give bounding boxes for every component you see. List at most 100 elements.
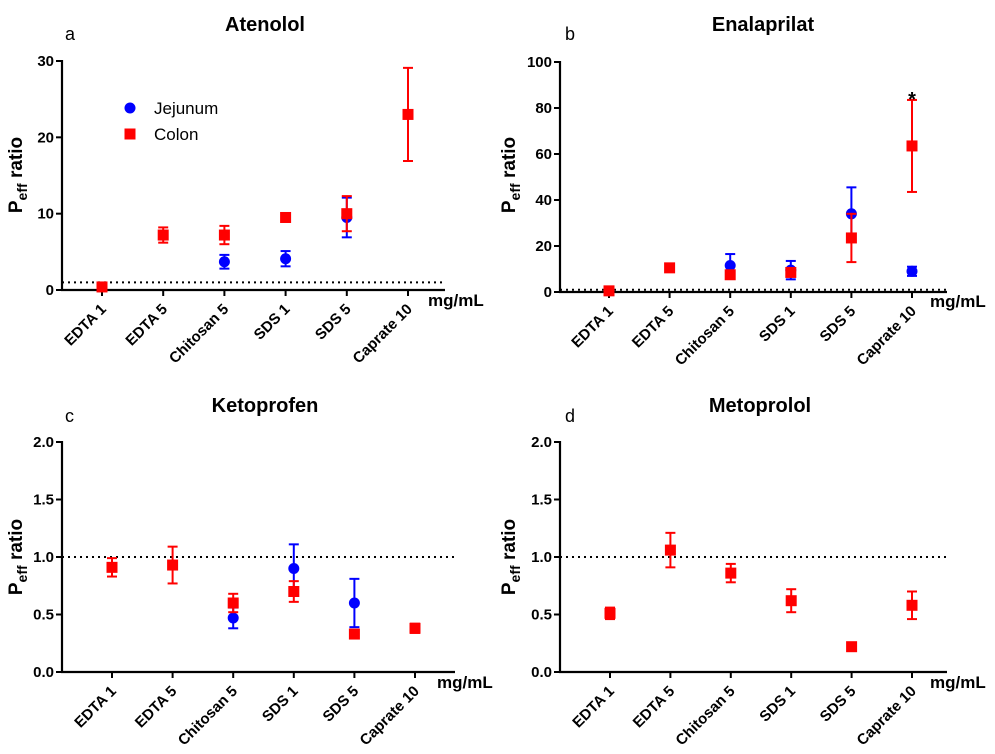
x-unit-label: mg/mL bbox=[930, 673, 986, 692]
data-point bbox=[845, 232, 857, 244]
data-point bbox=[664, 544, 676, 556]
x-tick-label: EDTA 1 bbox=[569, 683, 618, 732]
data-point bbox=[785, 595, 797, 607]
panel-a: Atenolol a Peff ratio 0 10 20 30 EDTA 1 EDTA 5Ch… bbox=[6, 14, 484, 367]
series-colon bbox=[603, 98, 918, 297]
x-tick-label: SDS 5 bbox=[817, 303, 860, 346]
y-tick-label: 10 bbox=[37, 206, 54, 223]
data-point bbox=[227, 597, 239, 609]
y-axis-label-rest: ratio bbox=[6, 519, 27, 565]
y-tick-label: 0.0 bbox=[531, 664, 552, 681]
x-tick-label: Chitosan 5 bbox=[175, 683, 241, 749]
y-tick-label: 2.0 bbox=[531, 434, 552, 451]
x-tick-label: SDS 5 bbox=[312, 301, 355, 344]
y-axis-label: Peff ratio bbox=[6, 137, 30, 213]
data-point bbox=[409, 622, 421, 634]
data-point bbox=[288, 563, 300, 574]
series-jejunum bbox=[724, 186, 918, 281]
y-tick-label: 20 bbox=[37, 129, 54, 146]
x-tick-label: Caprate 10 bbox=[357, 683, 423, 749]
data-point bbox=[724, 260, 736, 272]
legend-label: Jejunum bbox=[154, 99, 218, 118]
y-axis-label-main: P bbox=[499, 582, 520, 595]
series-colon bbox=[604, 531, 918, 653]
y-tick-label: 0.5 bbox=[33, 607, 54, 624]
data-point bbox=[846, 641, 858, 653]
data-point bbox=[664, 262, 676, 274]
x-unit-label: mg/mL bbox=[437, 673, 493, 692]
data-point bbox=[106, 561, 118, 573]
x-tick-label: SDS 1 bbox=[259, 683, 302, 726]
data-point bbox=[218, 229, 230, 241]
data-point bbox=[341, 208, 353, 220]
y-axis-label: Peff ratio bbox=[499, 519, 523, 595]
data-point bbox=[906, 265, 918, 277]
panel-letter: d bbox=[565, 406, 575, 426]
panel-letter: c bbox=[65, 406, 74, 426]
panel-letter: b bbox=[565, 24, 575, 44]
y-axis-label-sub: eff bbox=[507, 183, 523, 200]
significance-marker: * bbox=[908, 89, 916, 111]
data-point bbox=[280, 253, 292, 265]
x-tick-label: EDTA 5 bbox=[629, 303, 678, 352]
y-axis-label-rest: ratio bbox=[6, 137, 27, 183]
data-point bbox=[227, 612, 239, 624]
y-axis-label-sub: eff bbox=[507, 565, 523, 582]
x-tick-label: Caprate 10 bbox=[854, 683, 920, 749]
y-tick-label: 30 bbox=[37, 53, 54, 70]
x-tick-label: SDS 1 bbox=[756, 303, 799, 346]
y-tick-label: 100 bbox=[527, 54, 552, 71]
panel-c: Ketoprofen c Peff ratio 0.0 0.5 1.0 1.5 2.0 EDTA… bbox=[6, 395, 493, 749]
y-tick-label: 20 bbox=[535, 238, 552, 255]
x-tick-label: Chitosan 5 bbox=[166, 301, 232, 367]
x-tick-label: EDTA 5 bbox=[122, 301, 171, 350]
y-tick-label: 0.5 bbox=[531, 607, 552, 624]
y-tick-label: 1.5 bbox=[33, 492, 54, 509]
panel-d: Metoprolol d Peff ratio 0.0 0.5 1.0 1.5 2.0 EDTA… bbox=[499, 395, 986, 749]
y-tick-label: 2.0 bbox=[33, 434, 54, 451]
y-axis-label-sub: eff bbox=[14, 183, 30, 200]
data-point bbox=[725, 567, 737, 579]
x-tick-label: SDS 1 bbox=[251, 301, 294, 344]
x-tick-label: EDTA 1 bbox=[568, 303, 617, 352]
legend-marker-jejunum bbox=[124, 102, 136, 114]
data-point bbox=[906, 599, 918, 611]
y-axis-label-main: P bbox=[6, 200, 27, 213]
x-tick-label: SDS 5 bbox=[817, 683, 860, 726]
data-point bbox=[96, 281, 108, 293]
x-unit-label: mg/mL bbox=[428, 291, 484, 310]
y-tick-label: 1.0 bbox=[33, 549, 54, 566]
series-jejunum bbox=[218, 196, 353, 270]
data-point bbox=[402, 108, 414, 120]
data-point bbox=[288, 586, 300, 597]
data-point bbox=[348, 597, 360, 609]
y-tick-label: 80 bbox=[535, 100, 552, 117]
data-point bbox=[604, 607, 616, 619]
series-colon bbox=[96, 66, 414, 293]
x-tick-label: EDTA 1 bbox=[71, 683, 120, 732]
y-tick-label: 40 bbox=[535, 192, 552, 209]
data-point bbox=[218, 256, 230, 268]
panel-title: Metoprolol bbox=[709, 395, 811, 417]
y-axis-label-main: P bbox=[499, 200, 520, 213]
y-tick-label: 0.0 bbox=[33, 664, 54, 681]
legend: Jejunum Colon bbox=[124, 99, 218, 144]
y-axis-label-rest: ratio bbox=[499, 137, 520, 183]
data-point bbox=[280, 211, 292, 223]
x-tick-label: Caprate 10 bbox=[350, 301, 416, 367]
y-tick-label: 1.5 bbox=[531, 492, 552, 509]
x-tick-label: SDS 1 bbox=[756, 683, 799, 726]
data-point bbox=[603, 285, 615, 297]
x-tick-label: Chitosan 5 bbox=[672, 683, 738, 749]
data-point bbox=[785, 266, 797, 278]
y-axis-label-sub: eff bbox=[14, 565, 30, 582]
legend-label: Colon bbox=[154, 125, 198, 144]
y-axis-label: Peff ratio bbox=[499, 137, 523, 213]
data-point bbox=[167, 559, 179, 571]
y-tick-label: 1.0 bbox=[531, 549, 552, 566]
y-axis-label-rest: ratio bbox=[499, 519, 520, 565]
panel-title: Atenolol bbox=[225, 14, 305, 36]
y-tick-label: 60 bbox=[535, 146, 552, 163]
x-tick-label: Caprate 10 bbox=[854, 303, 920, 369]
x-unit-label: mg/mL bbox=[930, 292, 986, 311]
